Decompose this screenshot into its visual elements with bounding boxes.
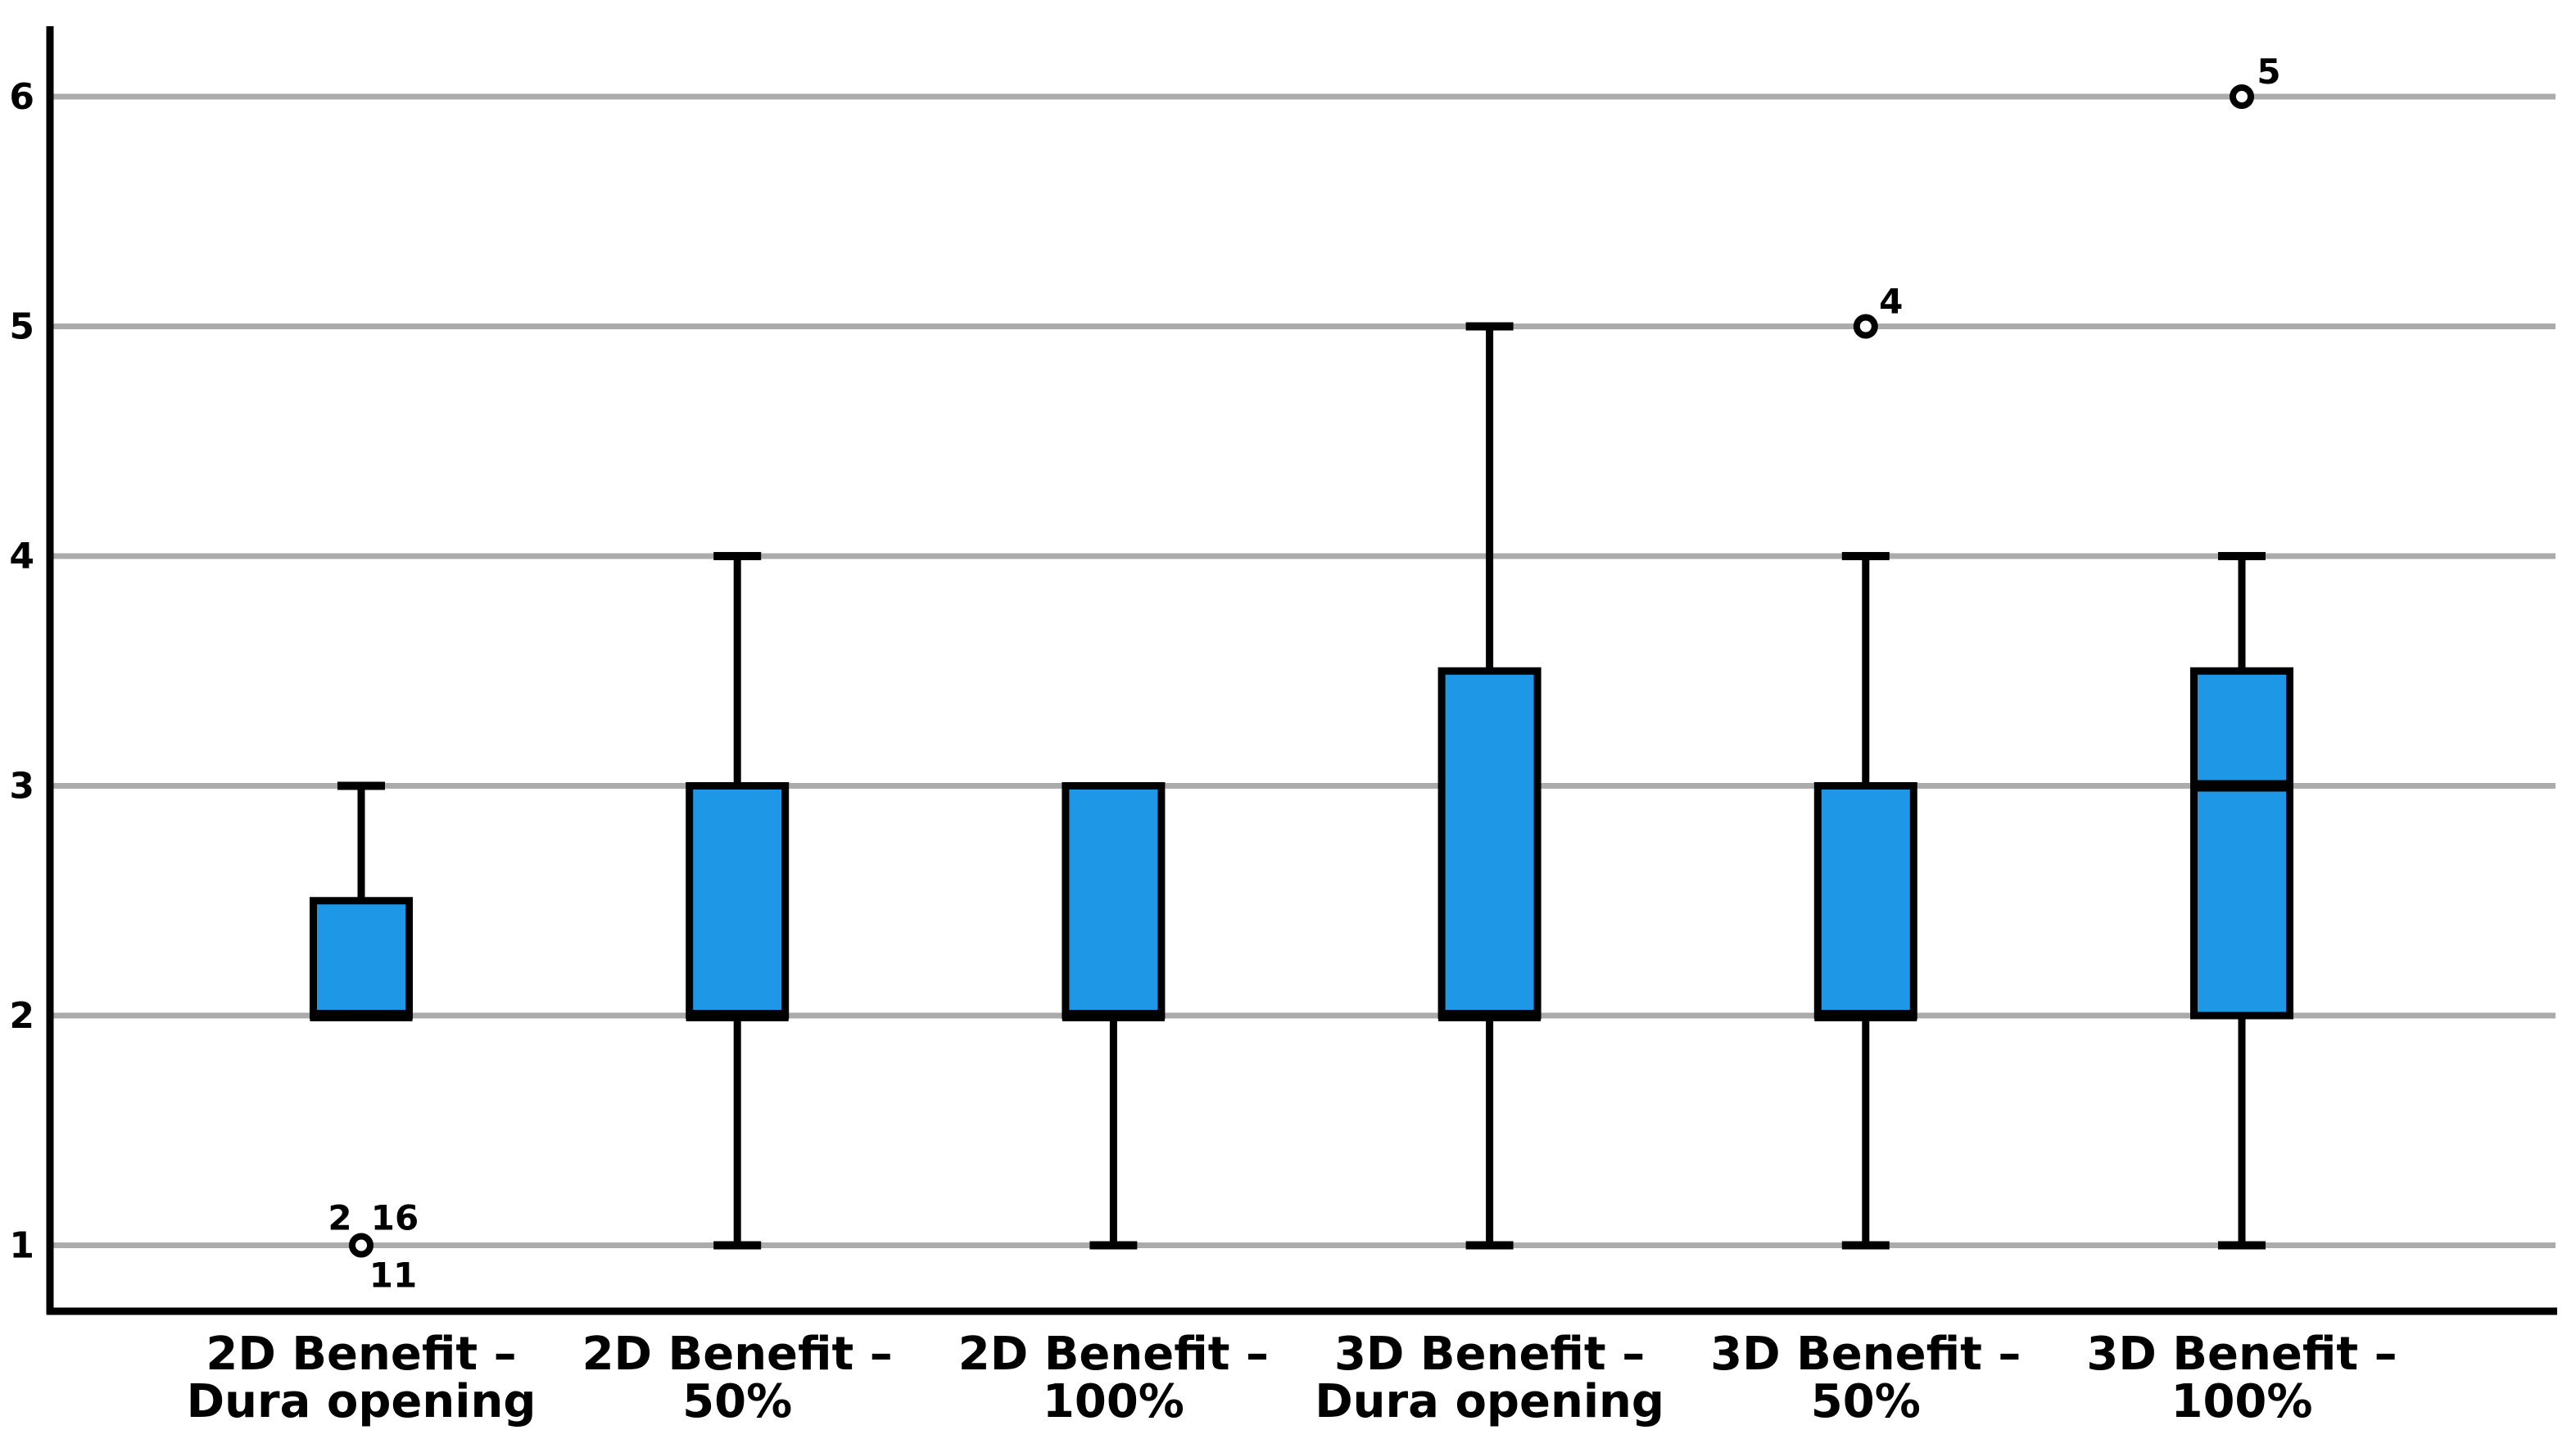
- category-label-4-line2: 50%: [1811, 1375, 1921, 1428]
- category-label-2-line2: 100%: [1043, 1375, 1184, 1428]
- y-tick-label-3: 3: [9, 766, 34, 808]
- outlier-circle-4-0: [1853, 314, 1878, 339]
- category-label-2-line1: 2D Benefit –: [958, 1328, 1269, 1381]
- y-tick-label-1: 1: [9, 1225, 34, 1267]
- box-4: [1813, 782, 1917, 1020]
- outlier-circle-5-0: [2230, 84, 2254, 109]
- y-tick-label-2: 2: [9, 995, 34, 1037]
- outlier-circle-0-0: [349, 1233, 373, 1258]
- category-label-1-line1: 2D Benefit –: [582, 1328, 893, 1381]
- outlier-case-label-0-0-2: 11: [369, 1256, 417, 1296]
- box-2: [1062, 782, 1166, 1020]
- category-label-4-line1: 3D Benefit –: [1710, 1328, 2021, 1381]
- outlier-case-label-0-0-1: 16: [371, 1198, 419, 1238]
- category-label-5-line1: 3D Benefit –: [2086, 1328, 2397, 1381]
- y-tick-label-5: 5: [9, 306, 34, 348]
- outlier-case-label-5-0-0: 5: [2257, 52, 2280, 92]
- box-0: [310, 897, 413, 1020]
- box-1: [686, 782, 790, 1020]
- box-3: [1437, 667, 1542, 1020]
- category-label-1-line2: 50%: [682, 1375, 792, 1428]
- category-label-3-line1: 3D Benefit –: [1334, 1328, 1645, 1381]
- box-5: [2190, 667, 2293, 1020]
- outlier-case-label-4-0-0: 4: [1879, 282, 1903, 322]
- category-label-5-line2: 100%: [2171, 1375, 2312, 1428]
- category-label-3-line2: Dura opening: [1315, 1375, 1664, 1428]
- outlier-case-label-0-0-0: 2: [328, 1198, 351, 1238]
- category-label-0-line2: Dura opening: [187, 1375, 536, 1428]
- y-tick-label-6: 6: [9, 76, 34, 118]
- y-tick-label-4: 4: [9, 536, 34, 577]
- category-label-0-line1: 2D Benefit –: [206, 1328, 516, 1381]
